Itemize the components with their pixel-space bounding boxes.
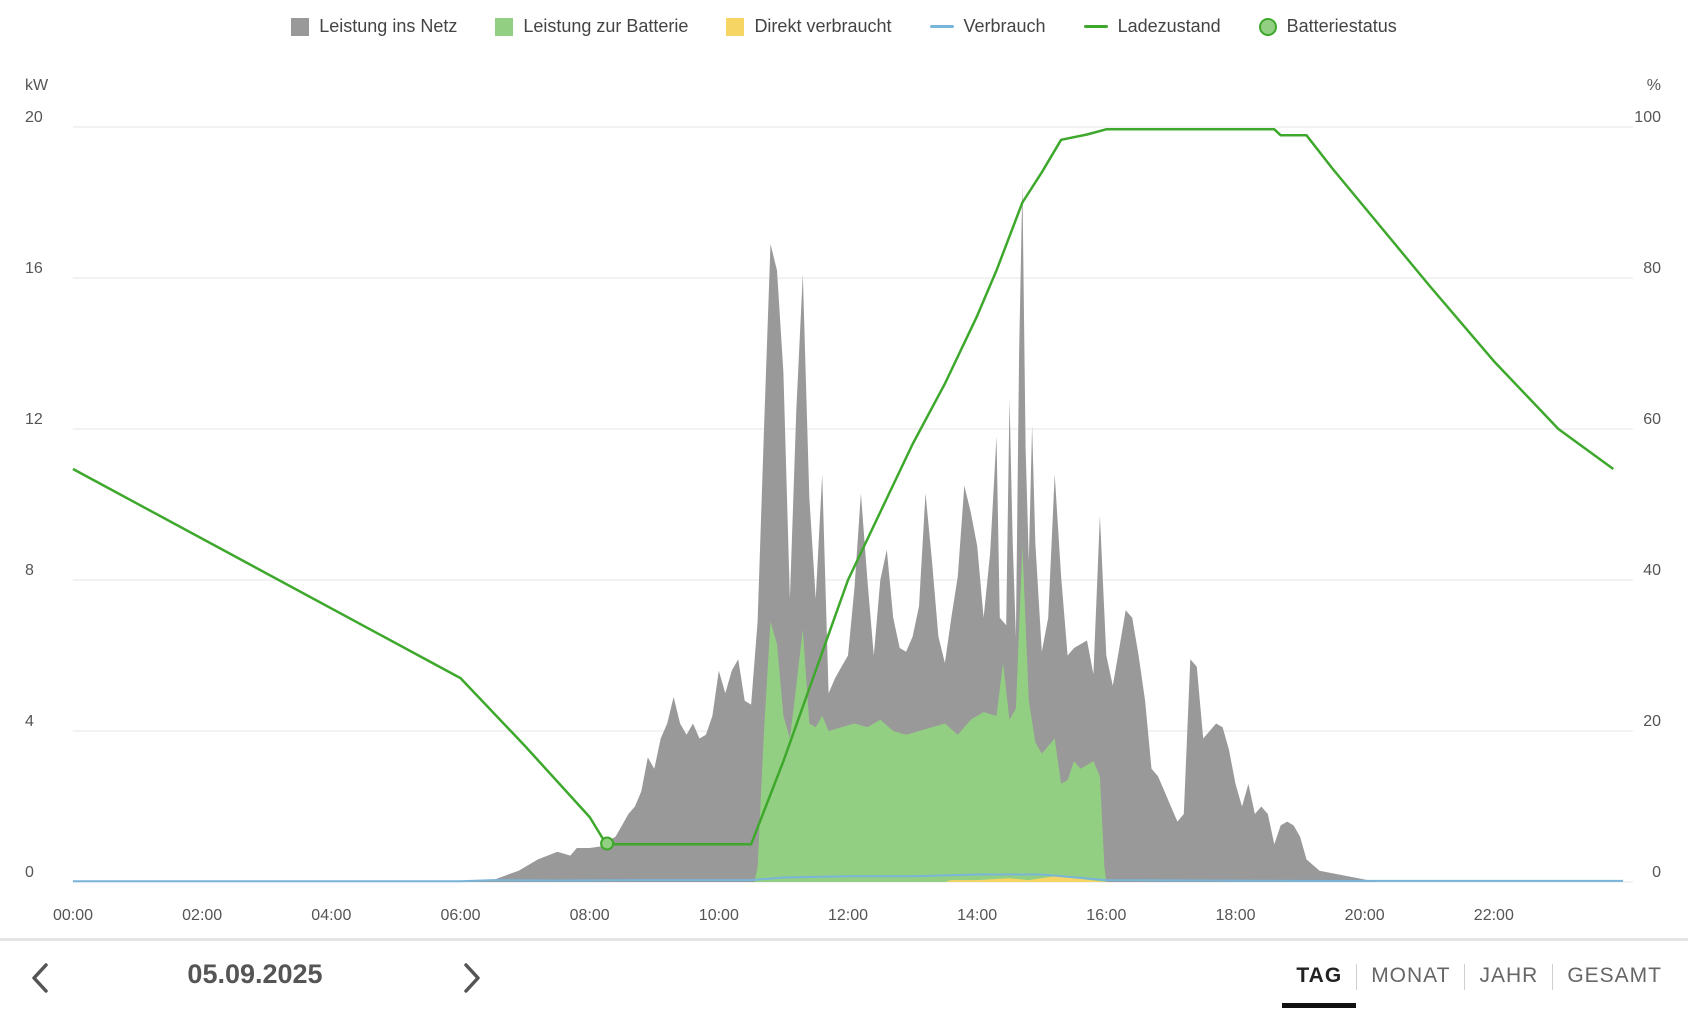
tab-tag[interactable]: TAG <box>1282 958 1356 1008</box>
legend-item[interactable]: Batteriestatus <box>1258 16 1397 37</box>
legend-item[interactable]: Direkt verbraucht <box>726 16 892 37</box>
energy-chart: 0 4 8 12 16 20 0 20 40 60 80 100 00:00 02:00 04:00 06:0… <box>25 77 1661 924</box>
next-day-button[interactable] <box>454 960 490 996</box>
legend-swatch <box>1258 17 1277 36</box>
tab-monat[interactable]: MONAT <box>1371 964 1451 987</box>
footer-divider <box>0 938 1688 941</box>
area-layer <box>73 183 1623 883</box>
axis-layer: 0 4 8 12 16 20 0 20 40 60 80 100 00:00 02:00 04:00 06:0… <box>25 109 1661 924</box>
chevron-left-icon <box>32 963 48 993</box>
legend-label: Leistung ins Netz <box>319 16 458 36</box>
line-layer <box>72 128 1623 883</box>
right-tick-label: 20 <box>1643 713 1661 730</box>
legend-label: Batteriestatus <box>1286 16 1397 36</box>
series-line-3 <box>73 873 1623 883</box>
x-tick-label: 12:00 <box>828 907 868 924</box>
legend-swatch <box>291 17 310 36</box>
x-tick-label: 00:00 <box>53 907 93 924</box>
x-tick-label: 14:00 <box>957 907 997 924</box>
tab-gesamt[interactable]: GESAMT <box>1567 964 1662 987</box>
x-tick-label: 18:00 <box>1215 907 1255 924</box>
right-tick-label: 60 <box>1643 411 1661 428</box>
left-tick-label: 0 <box>25 864 34 881</box>
left-tick-label: 20 <box>25 109 43 126</box>
legend-item[interactable]: Verbrauch <box>929 16 1046 37</box>
period-tabs: TAG MONAT JAHR GESAMT <box>1282 958 1676 1008</box>
legend-label: Verbrauch <box>963 16 1046 36</box>
right-axis-unit: % <box>1647 77 1661 94</box>
tab-separator <box>1552 964 1554 990</box>
legend-item[interactable]: Leistung ins Netz <box>291 16 457 37</box>
x-tick-label: 04:00 <box>311 907 351 924</box>
left-axis-unit: kW <box>25 77 49 94</box>
tab-jahr[interactable]: JAHR <box>1479 964 1539 987</box>
left-tick-label: 8 <box>25 562 34 579</box>
legend-item[interactable]: Ladezustand <box>1083 16 1221 37</box>
legend-swatch <box>726 17 745 36</box>
legend-item[interactable]: Leistung zur Batterie <box>495 16 688 37</box>
x-tick-label: 08:00 <box>570 907 610 924</box>
chevron-right-icon <box>464 963 480 993</box>
left-tick-label: 16 <box>25 260 43 277</box>
series-area-1 <box>73 546 1623 882</box>
legend-label: Direkt verbraucht <box>754 16 892 36</box>
previous-day-button[interactable] <box>22 960 58 996</box>
legend-swatch <box>495 17 514 36</box>
legend-swatch <box>929 25 954 28</box>
x-tick-label: 22:00 <box>1474 907 1514 924</box>
x-tick-label: 10:00 <box>699 907 739 924</box>
x-tick-label: 02:00 <box>182 907 222 924</box>
legend-label: Leistung zur Batterie <box>523 16 689 36</box>
right-tick-label: 0 <box>1652 864 1661 881</box>
left-tick-label: 12 <box>25 411 43 428</box>
left-tick-label: 4 <box>25 713 34 730</box>
right-tick-label: 100 <box>1634 109 1661 126</box>
right-tick-label: 40 <box>1643 562 1661 579</box>
current-date: 05.09.2025 <box>187 959 323 989</box>
x-tick-label: 06:00 <box>440 907 480 924</box>
x-tick-label: 16:00 <box>1086 907 1126 924</box>
chart-legend: Leistung ins Netz Leistung zur Batterie Di… <box>0 16 1688 37</box>
legend-swatch <box>1083 25 1108 28</box>
x-tick-label: 20:00 <box>1345 907 1385 924</box>
tab-separator <box>1356 964 1358 990</box>
tab-separator <box>1464 964 1466 990</box>
legend-label: Ladezustand <box>1117 16 1221 36</box>
battery-status-marker[interactable] <box>600 836 615 851</box>
right-tick-label: 80 <box>1643 260 1661 277</box>
